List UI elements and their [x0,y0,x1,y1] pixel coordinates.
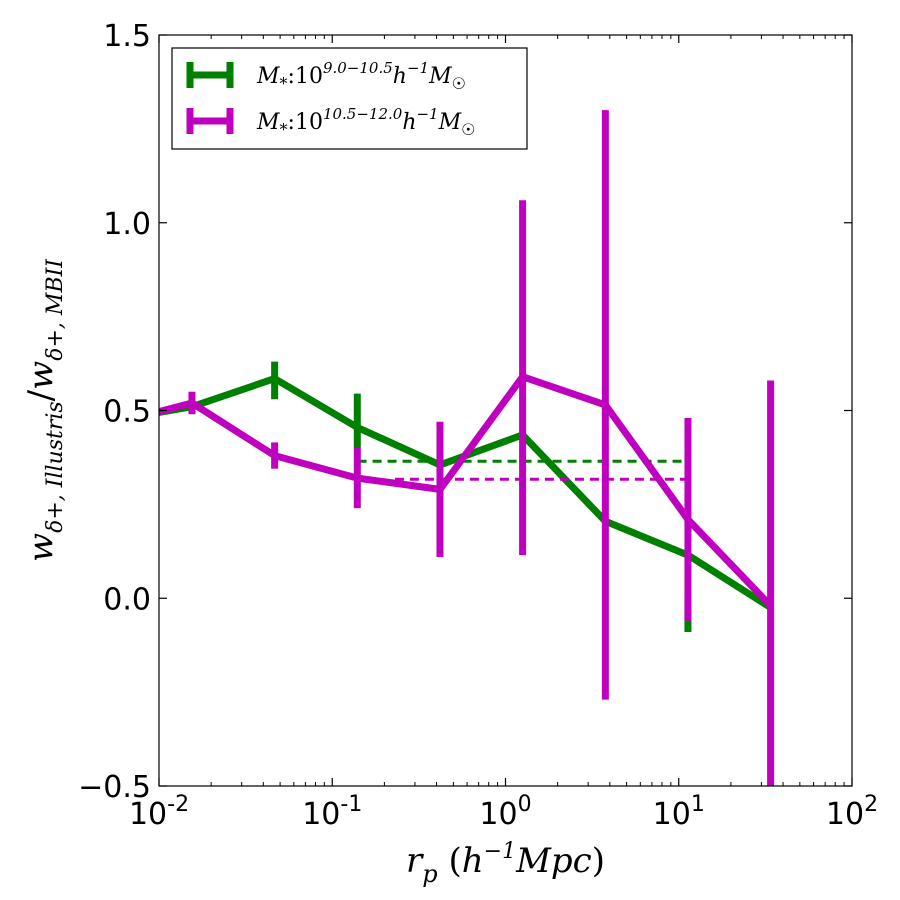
legend-label-2: M*:1010.5−12.0h−1M☉ [256,105,475,139]
x-tick-label-1: 10-2 [129,792,189,832]
y-tick-label-4: 1.0 [103,207,151,242]
label-layer: 10-2 10-1 100 101 102 −0.5 0.0 0.5 1.0 1.5 rp (h−1… [21,19,878,888]
legend-entry-2: M*:1010.5−12.0h−1M☉ [186,105,475,139]
y-tick-label-1: −0.5 [78,770,151,805]
series-1-line [159,375,773,611]
legend-entry-1: M*:109.0−10.5h−1M☉ [186,59,466,93]
y-tick-label-2: 0.0 [103,582,151,617]
legend: M*:109.0−10.5h−1M☉ M*:1010.5−12.0h−1M☉ [171,47,528,150]
x-axis-title: rp (h−1Mpc) [406,839,605,888]
series-1 [159,361,773,633]
x-tick-label-2: 10-1 [302,792,362,832]
series-2 [159,110,775,786]
y-tick-label-5: 1.5 [103,19,151,54]
x-tick-label-3: 100 [479,792,531,832]
x-tick-label-4: 101 [653,792,705,832]
y-axis-title: wδ+, Illustris/wδ+, MBII [21,258,68,562]
y-tick-label-3: 0.5 [103,395,151,430]
legend-label-1: M*:109.0−10.5h−1M☉ [256,59,466,93]
series-layer [159,110,775,786]
x-tick-label-5: 102 [826,792,878,832]
tick-layer [158,34,853,787]
series-2-line [159,373,774,609]
